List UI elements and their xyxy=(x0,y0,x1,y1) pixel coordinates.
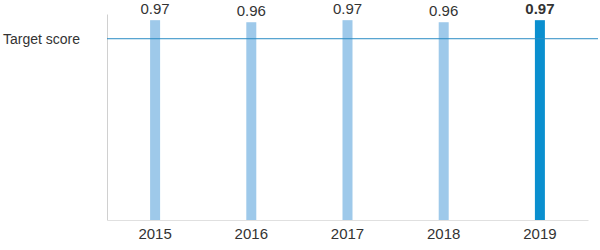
target-label: Target score xyxy=(3,31,80,47)
bars xyxy=(150,20,545,220)
data-label: 0.97 xyxy=(525,0,554,17)
x-tick: 2016 xyxy=(235,220,268,242)
x-axis: 2015 2016 2017 2018 2019 xyxy=(108,220,589,242)
bar xyxy=(535,20,545,220)
x-tick: 2015 xyxy=(138,220,171,242)
x-tick-label: 2016 xyxy=(235,225,268,242)
bar xyxy=(343,20,353,220)
data-label: 0.97 xyxy=(333,0,362,17)
x-tick-label: 2018 xyxy=(427,225,460,242)
x-tick: 2019 xyxy=(523,220,556,242)
y-axis xyxy=(107,15,108,221)
bar xyxy=(150,20,160,220)
x-tick-label: 2019 xyxy=(523,225,556,242)
bar xyxy=(246,22,256,220)
chart: 2015 2016 2017 2018 2019 Target score 0.97 0.96… xyxy=(0,0,600,250)
bar xyxy=(439,22,449,220)
data-label: 0.96 xyxy=(429,2,458,19)
x-tick: 2017 xyxy=(331,220,364,242)
x-axis-line xyxy=(108,220,589,221)
x-tick-label: 2017 xyxy=(331,225,364,242)
x-tick-label: 2015 xyxy=(138,225,171,242)
data-label: 0.96 xyxy=(237,2,266,19)
data-labels: 0.97 0.96 0.97 0.96 0.97 xyxy=(140,0,554,19)
target-line xyxy=(107,38,598,39)
x-tick: 2018 xyxy=(427,220,460,242)
y-axis-line xyxy=(107,15,108,221)
data-label: 0.97 xyxy=(140,0,169,17)
